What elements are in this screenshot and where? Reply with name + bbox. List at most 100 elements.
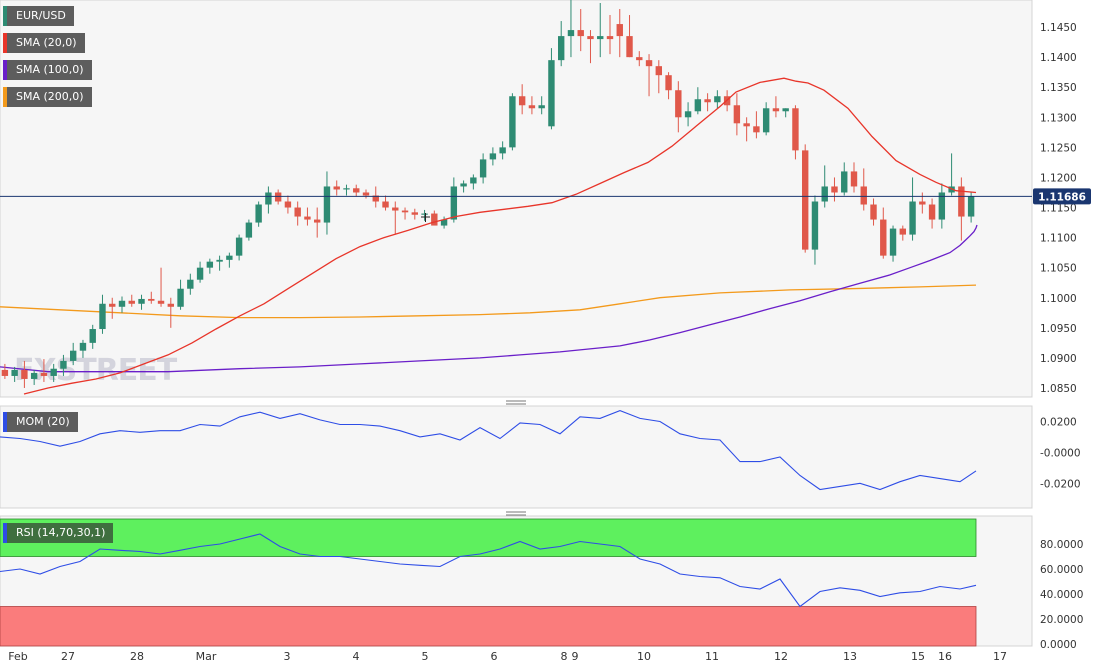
- candle: [528, 96, 536, 115]
- candle: [245, 219, 253, 241]
- candle: [450, 177, 458, 223]
- sma200-swatch: [3, 87, 7, 107]
- candle: [704, 93, 711, 112]
- candle: [60, 354, 67, 376]
- candle-body: [880, 219, 887, 256]
- candle: [314, 207, 321, 238]
- candle-body: [177, 288, 184, 307]
- candle-body: [919, 201, 926, 205]
- candle-body: [206, 261, 214, 268]
- legend-rsi[interactable]: RSI (14,70,30,1): [3, 523, 114, 543]
- sma-100-line: [0, 224, 978, 373]
- candle: [909, 177, 916, 241]
- candle: [265, 186, 272, 214]
- candle: [50, 363, 57, 382]
- mom-swatch: [3, 412, 7, 432]
- price-tick-label: 1.1350: [1040, 82, 1077, 94]
- candle: [850, 162, 858, 193]
- candle-body: [109, 303, 116, 307]
- candle: [1, 363, 9, 379]
- sma20-swatch: [3, 33, 7, 53]
- sma-200-path: [0, 284, 977, 319]
- candle: [470, 174, 477, 190]
- rsi-tick-label: 60.0000: [1040, 564, 1083, 576]
- legend-symbol[interactable]: EUR/USD: [3, 6, 74, 26]
- legend-sma100[interactable]: SMA (100,0): [3, 60, 92, 80]
- candle-body: [821, 186, 828, 202]
- candle-body: [655, 66, 662, 76]
- candle-body: [245, 222, 253, 238]
- candle: [30, 369, 38, 385]
- candle: [899, 225, 906, 241]
- candle-body: [831, 186, 838, 193]
- candle: [109, 297, 116, 319]
- sma-20-path: [23, 77, 977, 395]
- candle-body: [528, 105, 536, 109]
- candle: [675, 81, 682, 133]
- price-tick-label: 1.1200: [1040, 172, 1077, 184]
- candle-body: [372, 195, 379, 202]
- date-tick-label: 17: [993, 650, 1007, 663]
- candle: [206, 258, 214, 274]
- candle-body: [772, 108, 780, 112]
- candle-body: [138, 298, 145, 304]
- candle-body: [128, 300, 135, 304]
- candle: [362, 189, 370, 199]
- candle-body: [353, 188, 360, 193]
- candle-body: [860, 186, 867, 205]
- candle-body: [704, 99, 711, 103]
- candle-body: [782, 108, 789, 112]
- candle: [636, 51, 643, 67]
- candle: [118, 296, 126, 313]
- candle-body: [411, 212, 418, 215]
- candle: [967, 192, 975, 223]
- sma-200-line: [0, 284, 977, 319]
- candle-body: [509, 96, 516, 148]
- candle-body: [323, 186, 331, 223]
- rsi-path: [0, 533, 977, 608]
- candle: [558, 21, 565, 67]
- candle: [294, 201, 301, 226]
- candle-body: [314, 219, 321, 223]
- candle: [841, 162, 848, 196]
- candle: [177, 279, 184, 310]
- candle-body: [11, 369, 18, 376]
- price-tick-label: 1.1000: [1040, 293, 1077, 305]
- rsi-swatch: [3, 523, 7, 543]
- candle: [479, 153, 487, 184]
- candle: [938, 183, 946, 229]
- candle: [89, 324, 96, 349]
- candle: [821, 165, 828, 208]
- date-tick-label: 11: [705, 650, 719, 663]
- legend-sma200[interactable]: SMA (200,0): [3, 87, 92, 107]
- candle: [79, 339, 87, 358]
- candle-body: [958, 186, 965, 217]
- date-tick-label: 27: [61, 650, 75, 663]
- candle-body: [60, 360, 67, 369]
- candle-body: [148, 298, 155, 301]
- candle-body: [499, 147, 506, 154]
- candle-body: [753, 126, 760, 133]
- candle: [255, 201, 262, 227]
- candle: [372, 186, 379, 208]
- candle: [40, 359, 48, 382]
- candle: [138, 294, 145, 310]
- candle-body: [431, 213, 438, 226]
- candle-body: [558, 36, 565, 61]
- candle-body: [489, 153, 497, 160]
- date-tick-label: 6: [491, 650, 498, 663]
- candle-body: [392, 207, 399, 211]
- candle: [167, 297, 174, 328]
- price-tick-label: 1.1050: [1040, 263, 1077, 275]
- candle-body: [40, 372, 48, 376]
- candle-body: [606, 36, 614, 40]
- candle: [343, 184, 350, 196]
- price-tick-label: 1.1250: [1040, 142, 1077, 154]
- candle-body: [196, 267, 204, 280]
- candle-body: [577, 30, 584, 37]
- legend-sma20[interactable]: SMA (20,0): [3, 33, 85, 53]
- candle-body: [899, 228, 906, 235]
- legend-mom[interactable]: MOM (20): [3, 412, 78, 432]
- candle: [411, 208, 418, 220]
